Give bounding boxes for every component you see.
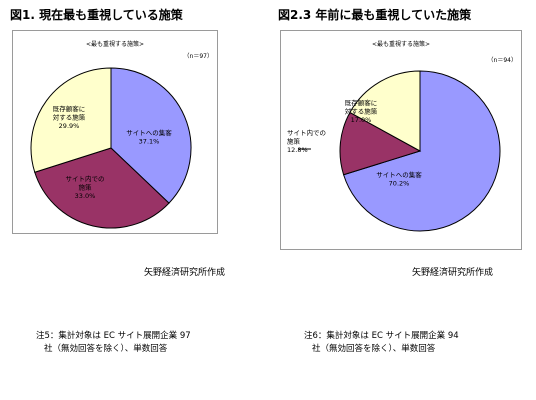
chart1-slice-2-label: 既存顧客に対する施策 29.9%: [53, 104, 86, 130]
chart2-title: 図2.3 年前に最も重視していた施策: [278, 8, 472, 22]
chart1-slice-2: [30, 67, 112, 173]
chart1-box: <最も重視する施策> （n＝97） サイトへの集客 37.1% サイト内での施策 33…: [12, 30, 218, 234]
chart1-pie: サイトへの集客 37.1% サイト内での施策 33.0% 既存顧客に対する施策 29.9%: [30, 67, 192, 229]
chart2-subtitle: <最も重視する施策>: [371, 41, 431, 48]
chart2-slice-1: [339, 111, 422, 176]
chart2-slice-0-label: サイトへの集客 70.2%: [376, 170, 422, 188]
chart1-note-line1: 注5：集計対象は EC サイト展開企業 97: [36, 331, 191, 341]
chart2-box: <最も重視する施策> （n＝94） サイトへの集客 70.2% サイト内での施策 12…: [280, 30, 522, 250]
chart2-n-count: （n＝94）: [487, 57, 517, 64]
chart2-credit: 矢野経済研究所作成: [412, 268, 494, 278]
chart1-slice-1-label: サイト内での施策 33.0%: [66, 174, 105, 200]
chart2-note: 注6：集計対象は EC サイト展開企業 94 社（無効回答を除く）、単数回答: [304, 330, 459, 356]
chart2-slice-2-label: 既存顧客に対する施策 17.0%: [345, 98, 378, 124]
chart1-title: 図1. 現在最も重視している施策: [10, 8, 183, 22]
chart1-note-line2: 社（無効回答を除く）、単数回答: [44, 344, 168, 354]
chart1-slice-0: [110, 67, 192, 204]
chart2-slice-1-label: サイト内での施策 12.8%: [287, 128, 326, 154]
chart1-slice-1: [34, 147, 170, 229]
chart2-pie: サイトへの集客 70.2% サイト内での施策 12.8% 既存顧客に対する施策 17.0%: [287, 70, 501, 232]
chart2-slice-2: [349, 70, 421, 152]
chart1-subtitle: <最も重視する施策>: [85, 41, 145, 48]
chart1-n-count: （n＝97）: [183, 53, 213, 60]
chart2-note-line1: 注6：集計対象は EC サイト展開企業 94: [304, 331, 459, 341]
chart1-credit: 矢野経済研究所作成: [144, 268, 226, 278]
chart1-note: 注5：集計対象は EC サイト展開企業 97 社（無効回答を除く）、単数回答: [36, 330, 191, 356]
chart2-note-line2: 社（無効回答を除く）、単数回答: [312, 344, 436, 354]
chart1-slice-0-label: サイトへの集客 37.1%: [126, 128, 172, 146]
chart2-slice-0: [342, 70, 501, 232]
